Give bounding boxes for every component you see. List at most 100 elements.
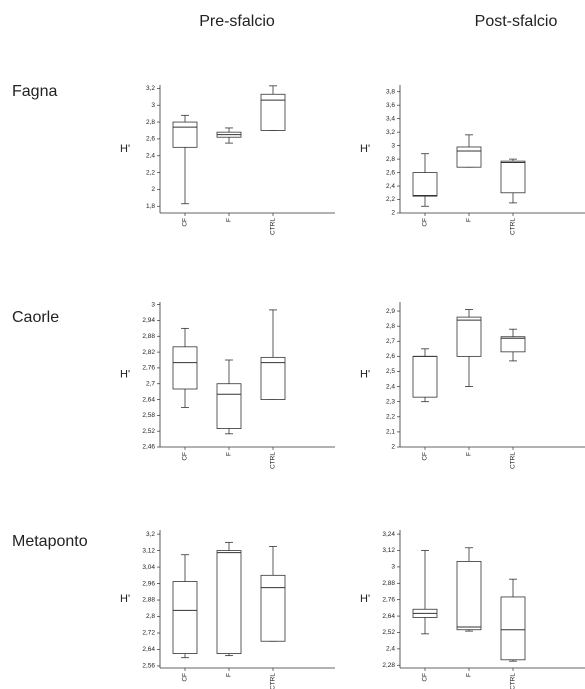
y-axis-label: H' (120, 143, 130, 155)
y-tick-label: 2,28 (382, 662, 395, 669)
y-tick-label: 2,76 (382, 596, 395, 603)
x-tick-label: F (466, 452, 473, 456)
box (260, 574, 286, 642)
y-tick-label: 2,96 (142, 580, 155, 587)
x-tick-label: CF (422, 218, 429, 227)
y-tick-label: 2,4 (386, 183, 395, 190)
x-tick-label: CTRL (510, 218, 517, 235)
y-tick-label: 2,8 (386, 156, 395, 163)
x-tick-label: CF (182, 452, 189, 461)
y-tick-label: 2,88 (142, 333, 155, 340)
y-tick-label: 3 (391, 564, 395, 571)
y-tick-label: 1,8 (146, 203, 155, 210)
box (172, 346, 198, 390)
box (216, 550, 242, 654)
y-tick-label: 2,82 (142, 349, 155, 356)
y-tick-label: 3,2 (146, 85, 155, 92)
y-tick-label: 2,58 (142, 412, 155, 419)
y-axis-label: H' (360, 593, 370, 605)
y-tick-label: 2,8 (386, 323, 395, 330)
y-tick-label: 3,12 (382, 547, 395, 554)
y-tick-label: 2,1 (386, 429, 395, 436)
box (216, 383, 242, 429)
y-tick-label: 2,4 (146, 152, 155, 159)
y-tick-label: 3,12 (142, 547, 155, 554)
y-tick-label: 3,2 (146, 531, 155, 538)
y-axis-label: H' (360, 143, 370, 155)
y-tick-label: 3,4 (386, 115, 395, 122)
y-tick-label: 2,88 (142, 597, 155, 604)
box (412, 172, 438, 197)
y-tick-label: 2 (391, 210, 395, 217)
y-tick-label: 3,2 (386, 129, 395, 136)
y-tick-label: 2,94 (142, 317, 155, 324)
x-tick-label: CTRL (270, 452, 277, 469)
y-tick-label: 3 (391, 142, 395, 149)
x-tick-label: CF (422, 452, 429, 461)
box (172, 121, 198, 148)
x-tick-label: F (226, 218, 233, 222)
x-tick-label: F (226, 452, 233, 456)
y-tick-label: 2,52 (382, 629, 395, 636)
y-tick-label: 3 (151, 301, 155, 308)
box (260, 356, 286, 400)
row-header: Metaponto (12, 533, 88, 550)
y-tick-label: 2 (151, 186, 155, 193)
x-tick-label: F (226, 673, 233, 677)
x-tick-label: CTRL (510, 673, 517, 689)
y-tick-label: 3,8 (386, 88, 395, 95)
y-tick-label: 2,76 (142, 365, 155, 372)
y-tick-label: 2,46 (142, 444, 155, 451)
y-axis-label: H' (360, 368, 370, 380)
y-axis-label: H' (120, 368, 130, 380)
y-tick-label: 2,7 (386, 338, 395, 345)
x-tick-label: F (466, 218, 473, 222)
x-tick-label: CTRL (270, 673, 277, 689)
y-tick-label: 2,6 (386, 169, 395, 176)
y-tick-label: 3,04 (142, 564, 155, 571)
row-header: Fagna (12, 83, 57, 100)
x-tick-label: CF (182, 218, 189, 227)
y-tick-label: 2,3 (386, 398, 395, 405)
box (456, 561, 482, 631)
y-tick-label: 2,9 (386, 308, 395, 315)
y-tick-label: 2,5 (386, 368, 395, 375)
y-tick-label: 2,88 (382, 580, 395, 587)
column-header: Post-sfalcio (475, 13, 558, 30)
box (500, 596, 526, 661)
y-tick-label: 3,24 (382, 531, 395, 538)
y-tick-label: 3,6 (386, 102, 395, 109)
y-axis-label: H' (120, 593, 130, 605)
box (456, 316, 482, 357)
y-tick-label: 2,2 (386, 196, 395, 203)
y-tick-label: 2,6 (146, 136, 155, 143)
y-tick-label: 2,64 (142, 646, 155, 653)
x-tick-label: CF (422, 673, 429, 682)
y-tick-label: 2,72 (142, 630, 155, 637)
box (412, 355, 438, 398)
column-header: Pre-sfalcio (199, 13, 275, 30)
box (500, 336, 526, 353)
box (456, 146, 482, 168)
row-header: Caorle (12, 309, 59, 326)
x-tick-label: CF (182, 673, 189, 682)
y-tick-label: 2,64 (382, 613, 395, 620)
y-tick-label: 2,2 (386, 414, 395, 421)
x-tick-label: CTRL (270, 218, 277, 235)
y-tick-label: 2,4 (386, 646, 395, 653)
y-tick-label: 2,2 (146, 169, 155, 176)
y-tick-label: 2,8 (146, 613, 155, 620)
x-tick-label: F (466, 673, 473, 677)
y-tick-label: 2,52 (142, 428, 155, 435)
y-tick-label: 2,64 (142, 396, 155, 403)
y-tick-label: 2 (391, 444, 395, 451)
y-tick-label: 2,8 (146, 119, 155, 126)
y-tick-label: 2,4 (386, 383, 395, 390)
y-tick-label: 2,6 (386, 353, 395, 360)
y-tick-label: 3 (151, 102, 155, 109)
y-tick-label: 2,56 (142, 663, 155, 670)
x-tick-label: CTRL (510, 452, 517, 469)
y-tick-label: 2,7 (146, 380, 155, 387)
box (500, 160, 526, 194)
